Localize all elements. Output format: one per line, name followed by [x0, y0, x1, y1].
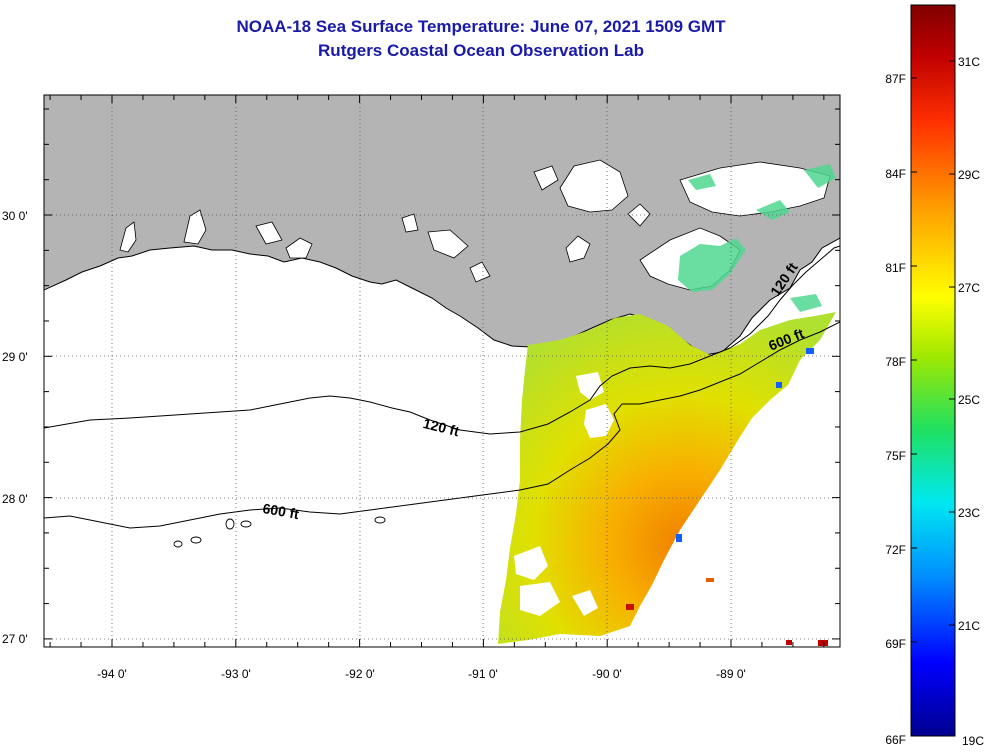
- sst-main-patch: [498, 312, 836, 644]
- colorbar-ticks: [911, 60, 955, 643]
- colorbar-f-label: 66F: [885, 733, 906, 747]
- lon-label: -92 0': [345, 667, 375, 681]
- contour-label-600ft: 600 ft: [261, 500, 300, 522]
- lat-label: 27 0': [2, 632, 28, 646]
- colorbar-f-label: 84F: [885, 167, 906, 181]
- lat-label: 28 0': [2, 492, 28, 506]
- tick-marks: [44, 95, 840, 647]
- colorbar-c-label: 19C: [962, 734, 984, 748]
- colorbar-c-label: 29C: [958, 168, 980, 182]
- lon-label: -90 0': [592, 667, 622, 681]
- colorbar-c-label: 27C: [958, 281, 980, 295]
- lat-label: 29 0': [2, 350, 28, 364]
- sound-water: [679, 161, 831, 217]
- lon-label: -91 0': [468, 667, 498, 681]
- map-subtitle: Rutgers Coastal Ocean Observation Lab: [318, 41, 644, 60]
- contour-islands: [173, 516, 386, 548]
- lat-label: 30 0': [2, 209, 28, 223]
- lakes: [119, 159, 651, 283]
- map-frame: [43, 94, 841, 648]
- contour-600ft: [44, 321, 840, 529]
- lon-label: -89 0': [716, 667, 746, 681]
- colorbar-f-label: 69F: [885, 637, 906, 651]
- colorbar-f-label: 75F: [885, 449, 906, 463]
- contour-120ft: [44, 245, 840, 435]
- lon-label: -94 0': [97, 667, 127, 681]
- colorbar-c-label: 21C: [958, 619, 980, 633]
- colorbar-c-label: 23C: [958, 506, 980, 520]
- land-mass: [44, 95, 840, 356]
- colorbar-f-label: 81F: [885, 261, 906, 275]
- hot-spots: [626, 348, 828, 646]
- lon-label: -93 0': [221, 667, 251, 681]
- cloud-gaps: [514, 372, 614, 616]
- map-title: NOAA-18 Sea Surface Temperature: June 07…: [236, 17, 726, 36]
- colorbar-f-label: 72F: [885, 543, 906, 557]
- colorbar-c-label: 25C: [958, 393, 980, 407]
- colorbar: [910, 4, 956, 737]
- colorbar-c-label: 31C: [958, 55, 980, 69]
- graticule: [44, 95, 840, 647]
- colorbar-f-label: 78F: [885, 355, 906, 369]
- colorbar-f-label: 87F: [885, 72, 906, 86]
